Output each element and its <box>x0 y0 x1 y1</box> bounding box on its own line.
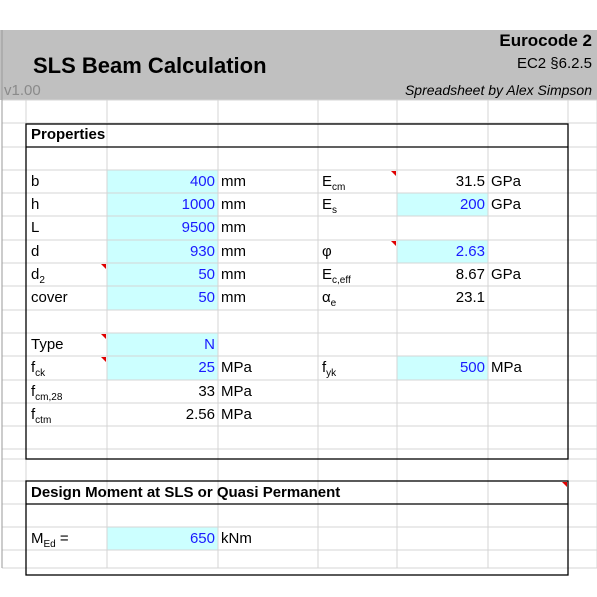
comment-marker <box>101 264 106 269</box>
unit: MPa <box>221 359 252 376</box>
comment-marker <box>562 482 567 487</box>
clause: EC2 §6.2.5 <box>516 55 592 72</box>
label: fyk <box>322 356 397 385</box>
input-fill <box>107 356 218 380</box>
label: MEd = <box>31 527 107 556</box>
label: cover <box>31 289 68 306</box>
label-sub: cm <box>332 182 346 193</box>
input-fill <box>397 240 488 263</box>
section-box <box>25 480 569 576</box>
unit: GPa <box>491 266 522 283</box>
comment-marker <box>101 334 106 339</box>
label-sub: cm,28 <box>35 392 63 403</box>
label-suffix: = <box>55 530 69 547</box>
section-box <box>25 123 569 460</box>
label: b <box>31 173 40 190</box>
input-fill <box>107 193 218 216</box>
value: 1000 <box>181 196 215 213</box>
input-fill <box>107 170 218 193</box>
value: 2.56 <box>185 406 215 423</box>
input-fill <box>107 286 218 310</box>
label: αe <box>322 286 397 315</box>
input-fill <box>397 356 488 380</box>
value: 23.1 <box>455 289 485 306</box>
header-band <box>0 30 597 100</box>
label-sub: c,eff <box>332 275 351 286</box>
value: 25 <box>198 359 215 376</box>
comment-marker <box>391 171 396 176</box>
label-main: E <box>322 173 333 190</box>
label-sub: Ed <box>43 539 56 550</box>
label-main: E <box>322 196 333 213</box>
label-main: M <box>31 530 44 547</box>
label: fck <box>31 356 107 385</box>
label-sub: s <box>332 205 338 216</box>
value: 650 <box>189 530 215 547</box>
unit: mm <box>221 196 246 213</box>
label: L <box>31 219 40 236</box>
value: 8.67 <box>455 266 485 283</box>
value: 50 <box>198 266 215 283</box>
comment-marker <box>391 241 396 246</box>
input-fill <box>107 263 218 286</box>
label-main: f <box>322 359 327 376</box>
value: 930 <box>189 243 215 260</box>
label-main: α <box>322 289 331 306</box>
unit: MPa <box>221 406 252 423</box>
unit: mm <box>221 173 246 190</box>
label: d <box>31 243 40 260</box>
label: φ <box>322 243 332 260</box>
author: Spreadsheet by Alex Simpson <box>404 82 592 98</box>
input-fill <box>107 527 218 550</box>
label: fctm <box>31 403 107 432</box>
unit: MPa <box>491 359 522 376</box>
unit: mm <box>221 219 246 236</box>
input-fill <box>107 216 218 240</box>
label-main: f <box>31 406 36 423</box>
label-sub: 2 <box>39 275 45 286</box>
section-title: Properties <box>31 126 106 143</box>
label-main: d <box>31 266 40 283</box>
label: fcm,28 <box>31 380 107 409</box>
input-fill <box>107 240 218 263</box>
unit: mm <box>221 266 246 283</box>
value: 50 <box>198 289 215 306</box>
label-main: f <box>31 383 36 400</box>
label: Type <box>31 336 64 353</box>
unit: mm <box>221 289 246 306</box>
label-main: E <box>322 266 333 283</box>
value: 200 <box>459 196 485 213</box>
version: v1.00 <box>4 82 41 99</box>
title: SLS Beam Calculation <box>33 53 267 78</box>
value: 33 <box>198 383 215 400</box>
unit: GPa <box>491 196 522 213</box>
label-sub: ctm <box>35 415 52 426</box>
label-sub: ck <box>35 368 46 379</box>
label: Ec,eff <box>322 263 397 292</box>
label-sub: yk <box>326 368 337 379</box>
section-title: Design Moment at SLS or Quasi Permanent <box>31 484 341 501</box>
input-fill <box>397 193 488 216</box>
label-sub: e <box>330 298 337 309</box>
value: 9500 <box>181 219 215 236</box>
value: 400 <box>189 173 215 190</box>
value: 31.5 <box>455 173 485 190</box>
label: d2 <box>31 263 107 292</box>
value: 2.63 <box>455 243 485 260</box>
label: Ecm <box>322 170 397 199</box>
label: Es <box>322 193 397 222</box>
unit: mm <box>221 243 246 260</box>
unit: MPa <box>221 383 252 400</box>
comment-marker <box>101 357 106 362</box>
value: N <box>204 336 215 353</box>
unit: kNm <box>221 530 252 547</box>
label-main: f <box>31 359 36 376</box>
code: Eurocode 2 <box>499 31 592 50</box>
input-fill <box>107 333 218 356</box>
value: 500 <box>459 359 485 376</box>
label: h <box>31 196 40 213</box>
unit: GPa <box>491 173 522 190</box>
